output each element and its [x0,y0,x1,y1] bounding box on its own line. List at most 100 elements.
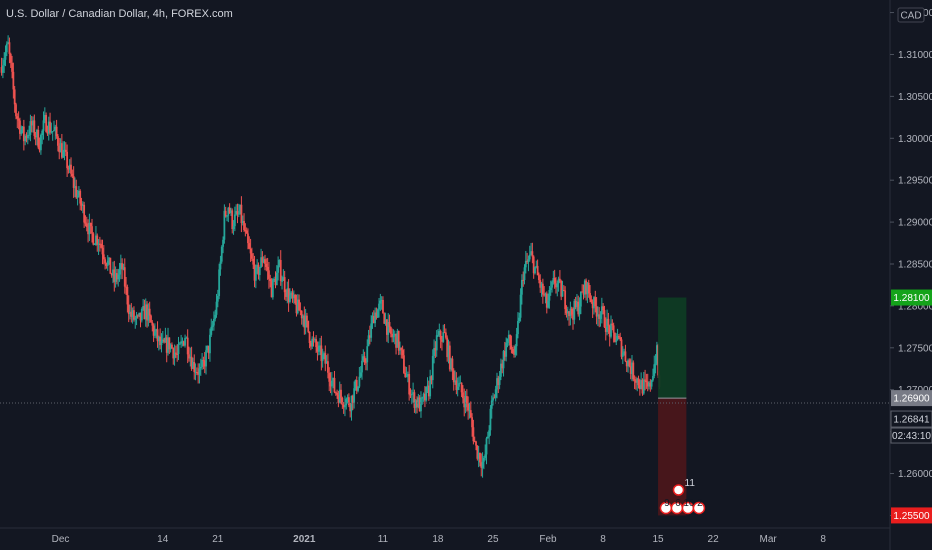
candle-body[interactable] [446,337,449,358]
candle-body[interactable] [122,267,125,270]
candle-body[interactable] [649,382,652,387]
candle-body[interactable] [361,360,363,373]
candle-body[interactable] [285,292,287,297]
candle-body[interactable] [216,295,219,302]
candle-body[interactable] [435,335,438,351]
candle-body[interactable] [527,259,530,263]
candle-body[interactable] [616,336,619,341]
candle-body[interactable] [538,275,540,281]
candle-body[interactable] [265,263,268,267]
candle-body[interactable] [645,380,648,383]
candle-body[interactable] [59,143,62,153]
candle-body[interactable] [570,308,573,315]
candle-body[interactable] [4,52,7,60]
candle-body[interactable] [46,131,49,134]
candle-body[interactable] [517,321,519,335]
candle-body[interactable] [206,345,209,351]
candle-body[interactable] [614,332,616,342]
candle-body[interactable] [462,392,464,399]
candle-body[interactable] [463,398,466,408]
candle-body[interactable] [417,397,420,408]
candle-body[interactable] [452,370,455,383]
candle-body[interactable] [123,267,126,287]
candle-body[interactable] [515,334,518,347]
candle-body[interactable] [506,338,509,343]
candle-body[interactable] [22,126,25,142]
candle-body[interactable] [531,251,534,257]
candle-body[interactable] [231,210,234,230]
candle-body[interactable] [108,257,110,261]
candle-body[interactable] [354,380,357,389]
candle-body[interactable] [274,278,277,286]
candle-body[interactable] [383,313,386,324]
candle-body[interactable] [43,114,46,121]
candle-body[interactable] [189,356,192,359]
candle-body[interactable] [308,331,311,344]
candle-body[interactable] [551,281,553,288]
candle-body[interactable] [414,400,417,408]
candle-body[interactable] [641,380,644,394]
candle-body[interactable] [37,129,40,148]
candle-body[interactable] [359,372,362,377]
candle-body[interactable] [63,149,66,151]
candle-body[interactable] [207,345,210,354]
candle-body[interactable] [19,120,21,134]
candle-body[interactable] [201,359,203,367]
candle-body[interactable] [655,345,658,364]
candle-body[interactable] [198,368,201,375]
candle-body[interactable] [223,210,226,240]
candle-body[interactable] [244,230,247,232]
candle-body[interactable] [492,397,494,401]
candle-body[interactable] [57,136,59,146]
candle-body[interactable] [298,299,300,311]
candle-body[interactable] [547,300,550,308]
candle-body[interactable] [374,312,377,324]
candle-body[interactable] [67,168,70,170]
candle-body[interactable] [300,310,303,319]
candle-body[interactable] [594,297,597,307]
candle-body[interactable] [21,126,24,130]
candle-body[interactable] [646,382,649,387]
candle-body[interactable] [652,376,654,381]
candle-body[interactable] [653,364,656,377]
candle-body[interactable] [232,226,235,230]
candle-body[interactable] [623,351,626,353]
candle-body[interactable] [471,417,473,428]
candle-body[interactable] [376,309,379,318]
candle-body[interactable] [156,329,159,342]
candle-body[interactable] [429,376,432,397]
candle-body[interactable] [159,336,162,346]
candle-body[interactable] [177,344,180,355]
candle-body[interactable] [534,266,536,274]
candle-body[interactable] [332,378,335,381]
candle-body[interactable] [351,395,354,403]
candle-body[interactable] [573,300,576,320]
candle-body[interactable] [312,338,315,340]
candle-body[interactable] [26,135,29,139]
candle-body[interactable] [83,204,86,223]
candle-body[interactable] [569,308,572,317]
candle-body[interactable] [456,386,459,390]
candle-body[interactable] [416,400,418,408]
candle-body[interactable] [621,352,624,357]
candle-body[interactable] [505,342,508,357]
candle-body[interactable] [233,214,236,227]
candle-body[interactable] [535,265,538,267]
candle-body[interactable] [240,204,243,224]
candle-body[interactable] [401,350,404,356]
candle-body[interactable] [610,323,612,337]
candle-body[interactable] [304,315,307,328]
candle-body[interactable] [84,222,87,224]
candle-body[interactable] [88,222,91,235]
candle-body[interactable] [71,173,74,177]
candle-body[interactable] [490,400,493,409]
candle-body[interactable] [49,121,51,133]
candle-body[interactable] [338,389,341,403]
candle-body[interactable] [152,325,155,336]
candle-body[interactable] [447,345,450,358]
candle-body[interactable] [637,378,640,386]
candle-body[interactable] [444,332,447,338]
candle-body[interactable] [582,292,585,295]
candle-body[interactable] [230,210,232,213]
candle-body[interactable] [482,457,485,462]
